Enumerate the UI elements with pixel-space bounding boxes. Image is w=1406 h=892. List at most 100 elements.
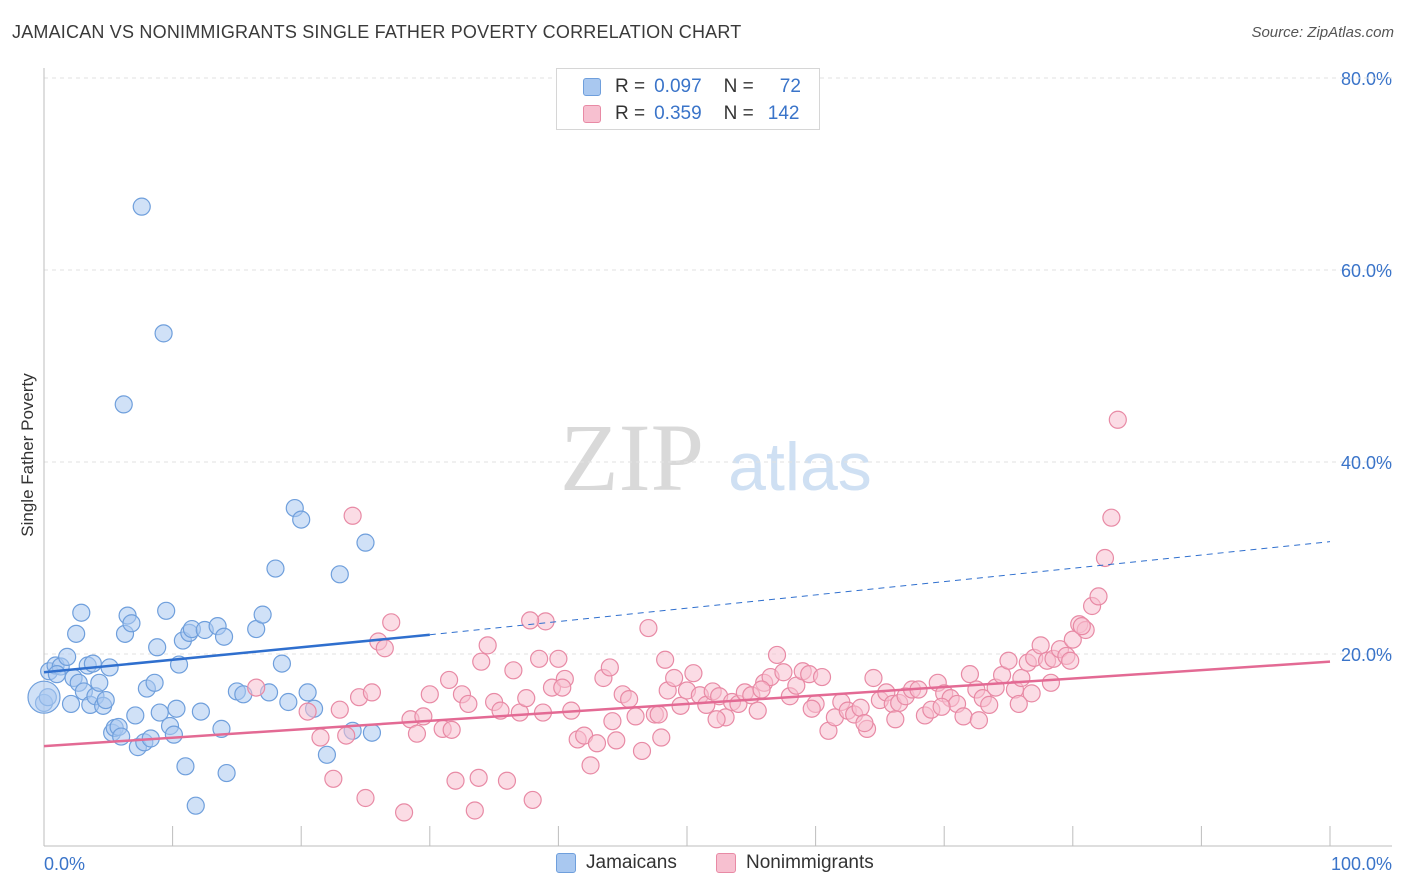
- jamaican-point: [90, 673, 109, 692]
- r-value: 0.097: [654, 76, 702, 97]
- jamaican-point: [83, 654, 102, 673]
- nonimmigrant-point: [626, 707, 645, 726]
- nonimmigrant-point: [465, 801, 484, 820]
- nonimmigrant-point: [1102, 508, 1121, 527]
- nonimmigrant-point: [439, 670, 459, 690]
- nonimmigrant-point: [517, 689, 536, 708]
- r-value: 0.359: [654, 103, 702, 124]
- nonimmigrant-point: [337, 726, 356, 745]
- legend-row-jamaicans: R = 0.097 N = 72: [615, 75, 801, 99]
- nonimmigrant-point: [343, 506, 362, 525]
- source-label: Source: ZipAtlas.com: [1251, 24, 1394, 41]
- nonimmigrant-point: [960, 665, 980, 684]
- nonimmigrant-point: [1041, 673, 1061, 692]
- nonimmigrant-point: [523, 790, 542, 810]
- watermark-atlas: atlas: [728, 429, 872, 505]
- jamaican-point: [72, 603, 91, 622]
- nonimmigrant-point: [420, 685, 439, 704]
- n-value: 142: [767, 103, 800, 124]
- nonimmigrant-point: [639, 618, 658, 638]
- nonimmigrant-point: [497, 771, 517, 790]
- x-tick-label-max: 100.0%: [1331, 854, 1392, 874]
- nonimmigrant-point: [684, 664, 703, 683]
- jamaican-point: [114, 395, 133, 414]
- nonimmigrant-point: [446, 771, 465, 790]
- nonimmigrant-point: [1022, 684, 1041, 703]
- nonimmigrant-point: [459, 694, 478, 714]
- nonimmigrant-point: [375, 639, 394, 658]
- jamaican-point: [279, 692, 298, 712]
- nonimmigrant-point: [1012, 668, 1031, 688]
- jamaican-point: [191, 702, 210, 721]
- nonimmigrant-point: [1063, 630, 1082, 649]
- nonimmigrant-point: [851, 698, 870, 717]
- jamaican-point: [58, 647, 77, 666]
- nonimmigrant-point: [394, 803, 414, 822]
- nonimmigrant-point: [1095, 548, 1115, 568]
- nonimmigrant-point: [530, 649, 549, 668]
- jamaican-point: [122, 614, 141, 633]
- swatch: [556, 853, 576, 873]
- nonimmigrant-point: [855, 714, 874, 733]
- nonimmigrant-point: [886, 710, 905, 729]
- jamaican-point: [132, 197, 151, 216]
- jamaican-point: [145, 673, 164, 692]
- jamaican-point: [96, 690, 115, 710]
- legend-swatch-jamaicans: [583, 78, 601, 96]
- jamaican-point: [176, 757, 195, 776]
- swatch: [716, 853, 736, 873]
- jamaican-point: [253, 605, 272, 624]
- nonimmigrant-point: [1031, 636, 1050, 655]
- nonimmigrant-point: [442, 720, 461, 739]
- jamaican-point: [126, 706, 145, 725]
- n-label: N =: [723, 76, 754, 97]
- nonimmigrant-point: [504, 661, 523, 680]
- jamaican-point: [292, 510, 311, 529]
- nonimmigrant-point: [812, 667, 832, 687]
- nonimmigrant-point: [656, 650, 675, 669]
- nonimmigrant-point: [632, 741, 652, 761]
- legend-label: Jamaicans: [586, 852, 677, 873]
- r-label: R =: [615, 103, 646, 124]
- jamaican-point: [154, 324, 173, 343]
- nonimmigrant-point: [652, 728, 671, 747]
- nonimmigrant-point: [1108, 410, 1127, 429]
- jamaican-point: [272, 654, 292, 673]
- jamaican-point: [356, 533, 375, 552]
- correlation-legend: R = 0.097 N = 72 R = 0.359 N = 142: [556, 68, 820, 130]
- nonimmigrant-point: [587, 734, 607, 753]
- legend-row-nonimmigrants: R = 0.359 N = 142: [615, 102, 799, 126]
- nonimmigrant-point: [536, 612, 555, 631]
- nonimmigrant-point: [324, 769, 343, 788]
- jamaican-trend-line: [43, 633, 430, 674]
- nonimmigrant-point: [999, 651, 1018, 670]
- nonimmigrant-point: [469, 768, 488, 787]
- nonimmigrant-point: [521, 611, 540, 630]
- legend-item-jamaicans: Jamaicans: [556, 852, 677, 874]
- nonimmigrant-point: [1072, 617, 1091, 636]
- nonimmigrant-point: [864, 668, 883, 688]
- x-tick-label-min: 0.0%: [44, 854, 85, 874]
- jamaican-point: [164, 725, 183, 744]
- y-tick-label: 60.0%: [1341, 261, 1392, 281]
- n-value: 72: [779, 76, 801, 97]
- nonimmigrant-point: [932, 697, 951, 716]
- watermark-zip: ZIP: [560, 404, 704, 511]
- jamaican-point: [217, 763, 236, 783]
- legend-label: Nonimmigrants: [746, 852, 874, 873]
- nonimmigrant-point: [620, 690, 639, 709]
- nonimmigrant-point: [382, 613, 401, 632]
- nonimmigrant-point: [607, 731, 626, 750]
- y-axis-label: Single Father Poverty: [18, 373, 37, 537]
- nonimmigrant-point: [980, 695, 999, 714]
- nonimmigrant-point: [767, 645, 787, 665]
- nonimmigrant-point: [330, 700, 349, 719]
- nonimmigrant-point: [774, 663, 793, 682]
- nonimmigrant-point: [1061, 651, 1080, 670]
- jamaican-point: [167, 699, 186, 718]
- nonimmigrant-point: [649, 705, 668, 724]
- nonimmigrant-trend-line: [43, 660, 1331, 748]
- jamaican-point: [148, 638, 167, 657]
- legend-item-nonimmigrants: Nonimmigrants: [716, 852, 874, 874]
